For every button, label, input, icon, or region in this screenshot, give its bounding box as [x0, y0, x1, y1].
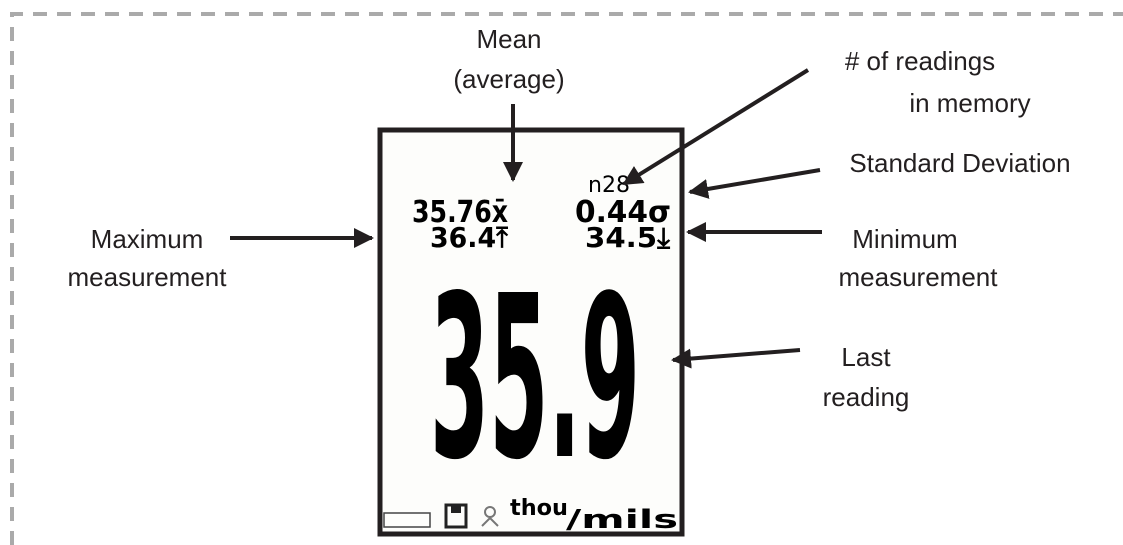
units-bottom: /mils [566, 505, 678, 535]
std-dev-value: 0.44σ [575, 195, 671, 230]
device-screen [377, 127, 685, 537]
callout-label: Maximum [91, 224, 204, 254]
units-top: thou [510, 496, 568, 521]
callout-label: measurement [68, 262, 228, 292]
callout-label: Standard Deviation [849, 148, 1070, 178]
callout-label: # of readings [845, 46, 995, 76]
dashed-frame [10, 12, 1123, 545]
minimum-value: 34.5⤓ [585, 221, 671, 254]
probe-icon-base [481, 516, 499, 527]
memory-icon-detail [451, 505, 461, 513]
callouts: Mean (average) # of readings in memory Stand… [68, 24, 1071, 412]
callout-label: Minimum [852, 224, 957, 254]
callout-label: in memory [909, 88, 1030, 118]
callout-label: reading [823, 382, 910, 412]
status-bar: thou /mils [383, 496, 678, 535]
last-reading-value: 35.9 [430, 248, 640, 510]
arrow-count [622, 68, 810, 186]
battery-icon [383, 512, 431, 528]
callout-label: Last [841, 342, 891, 372]
callout-label: measurement [839, 262, 999, 292]
callout-label: Mean [476, 24, 541, 54]
arrow-last-reading [671, 348, 801, 369]
callout-label: (average) [453, 64, 564, 94]
arrow-std-dev [688, 168, 821, 199]
maximum-value: 36.4⤒ [430, 221, 509, 254]
arrows [230, 68, 822, 369]
mean-value: 35.76x̄ [412, 195, 508, 230]
